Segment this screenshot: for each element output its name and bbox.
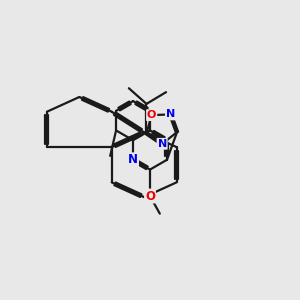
- Text: N: N: [166, 110, 175, 119]
- Text: N: N: [128, 153, 138, 166]
- Text: N: N: [158, 139, 167, 149]
- Text: O: O: [145, 190, 155, 202]
- Text: O: O: [147, 110, 156, 120]
